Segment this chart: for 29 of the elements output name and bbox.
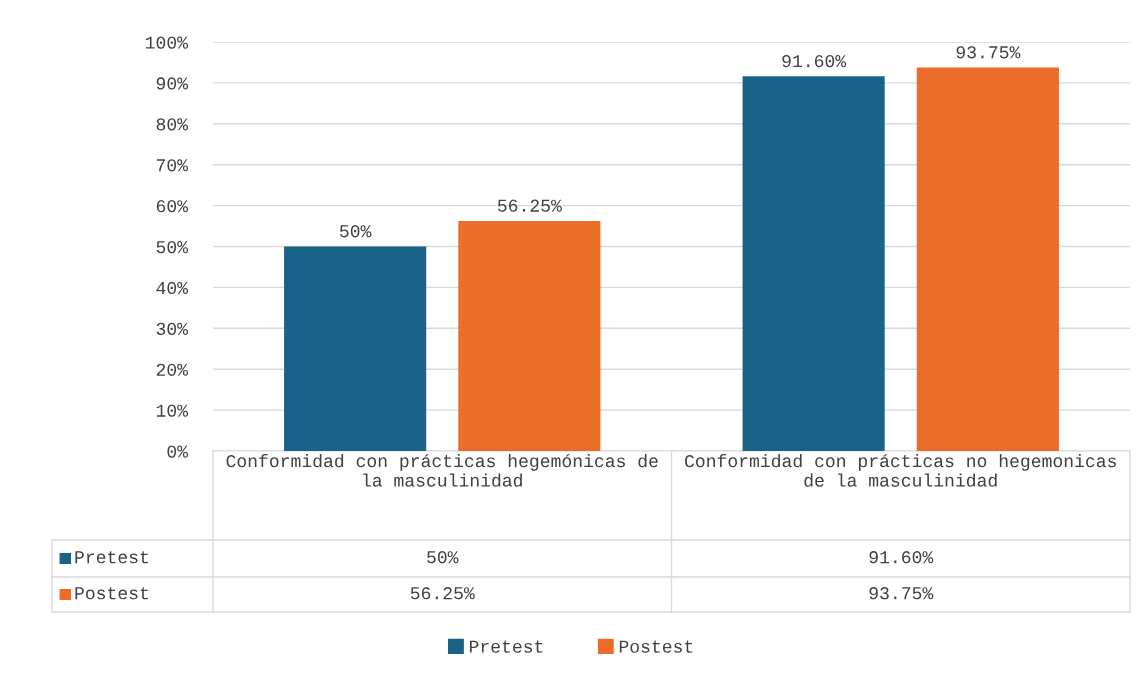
data-label: 93.75% bbox=[869, 587, 934, 600]
y-tick-label: 70% bbox=[156, 159, 189, 172]
y-tick-label: 0% bbox=[167, 445, 189, 458]
y-tick-label: 80% bbox=[156, 118, 189, 131]
text: 93.75% bbox=[956, 46, 1021, 59]
y-tick-label: 60% bbox=[156, 200, 189, 213]
legend-label: Pretest bbox=[75, 551, 148, 564]
x-tick-label: Conformidad con prácticas hegemónicas de la masculinidad bbox=[226, 454, 658, 487]
y-tick-label: 20% bbox=[156, 363, 189, 376]
bar bbox=[284, 246, 427, 451]
x-tick-label: Conformidad con prácticas no hegemonicas de la masculinidad bbox=[685, 454, 1116, 487]
bar bbox=[742, 76, 885, 451]
bar bbox=[458, 220, 601, 451]
data-label: 50% bbox=[427, 551, 459, 564]
data-label: 56.25% bbox=[410, 587, 475, 600]
legend-label: Postest bbox=[619, 640, 693, 653]
y-tick-label: 90% bbox=[156, 77, 189, 90]
bar bbox=[916, 67, 1059, 451]
y-tick-label: 30% bbox=[156, 322, 189, 336]
y-tick-label: 40% bbox=[156, 281, 189, 295]
data-label: 91.60% bbox=[869, 551, 934, 564]
text: 91.60% bbox=[782, 54, 847, 68]
y-tick-label: 50% bbox=[156, 240, 189, 254]
text: 50% bbox=[340, 225, 372, 238]
text: 56.25% bbox=[497, 199, 562, 212]
text: Pretest bbox=[469, 640, 543, 653]
y-tick-label: 10% bbox=[156, 404, 189, 417]
y-tick-label: 100% bbox=[145, 36, 189, 49]
text: Postest bbox=[75, 587, 148, 600]
